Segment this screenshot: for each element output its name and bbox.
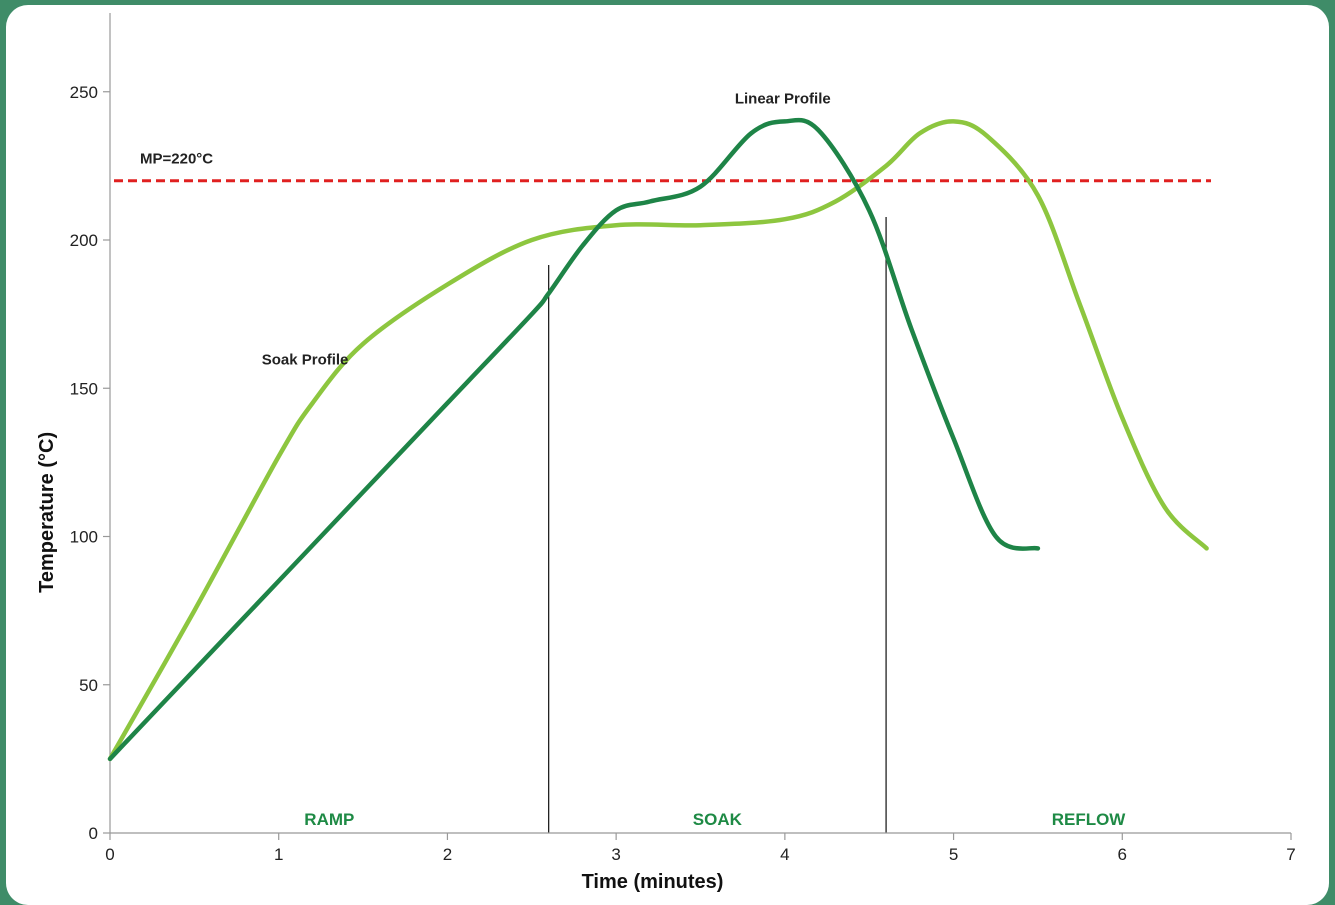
linear-profile-line: [107, 117, 1041, 762]
phase-label-ramp: RAMP: [304, 810, 354, 829]
series-group: [107, 117, 1209, 762]
x-tick-label: 4: [780, 845, 789, 864]
phase-label-soak: SOAK: [693, 810, 743, 829]
y-tick-label: 100: [70, 528, 98, 547]
y-tick-label: 0: [89, 824, 98, 843]
chart-panel: 0 1 2 3 4 5 6 7 0 50 100 150 200 250 Time (minutes) Tem…: [6, 5, 1329, 905]
x-tick-label: 7: [1286, 845, 1295, 864]
y-tick-label: 200: [70, 231, 98, 250]
reflow-profile-chart: 0 1 2 3 4 5 6 7 0 50 100 150 200 250 Time (minutes) Tem…: [36, 13, 1296, 893]
soak-profile-line: [107, 119, 1209, 762]
x-axis-title: Time (minutes): [582, 871, 724, 893]
x-tick-label: 6: [1118, 845, 1127, 864]
y-tick-label: 50: [79, 676, 98, 695]
x-tick-label: 2: [443, 845, 452, 864]
linear-profile-label: Linear Profile: [735, 91, 831, 108]
phase-boundaries: [548, 217, 887, 833]
reference-line-group: MP=220°C: [114, 151, 1211, 183]
labels-group: Linear Profile Soak Profile RAMP SOAK REFLOW: [262, 91, 1127, 829]
x-tick-label: 3: [611, 845, 620, 864]
melting-point-label: MP=220°C: [140, 151, 213, 168]
y-axis-title: Temperature (°C): [36, 432, 58, 593]
x-tick-label: 5: [949, 845, 958, 864]
axes: 0 1 2 3 4 5 6 7 0 50 100 150 200 250 Time (minutes) Tem…: [36, 13, 1296, 893]
x-tick-label: 0: [105, 845, 114, 864]
phase-label-reflow: REFLOW: [1052, 810, 1127, 829]
y-tick-label: 150: [70, 379, 98, 398]
x-tick-label: 1: [274, 845, 283, 864]
y-tick-label: 250: [70, 83, 98, 102]
soak-profile-label: Soak Profile: [262, 352, 349, 369]
